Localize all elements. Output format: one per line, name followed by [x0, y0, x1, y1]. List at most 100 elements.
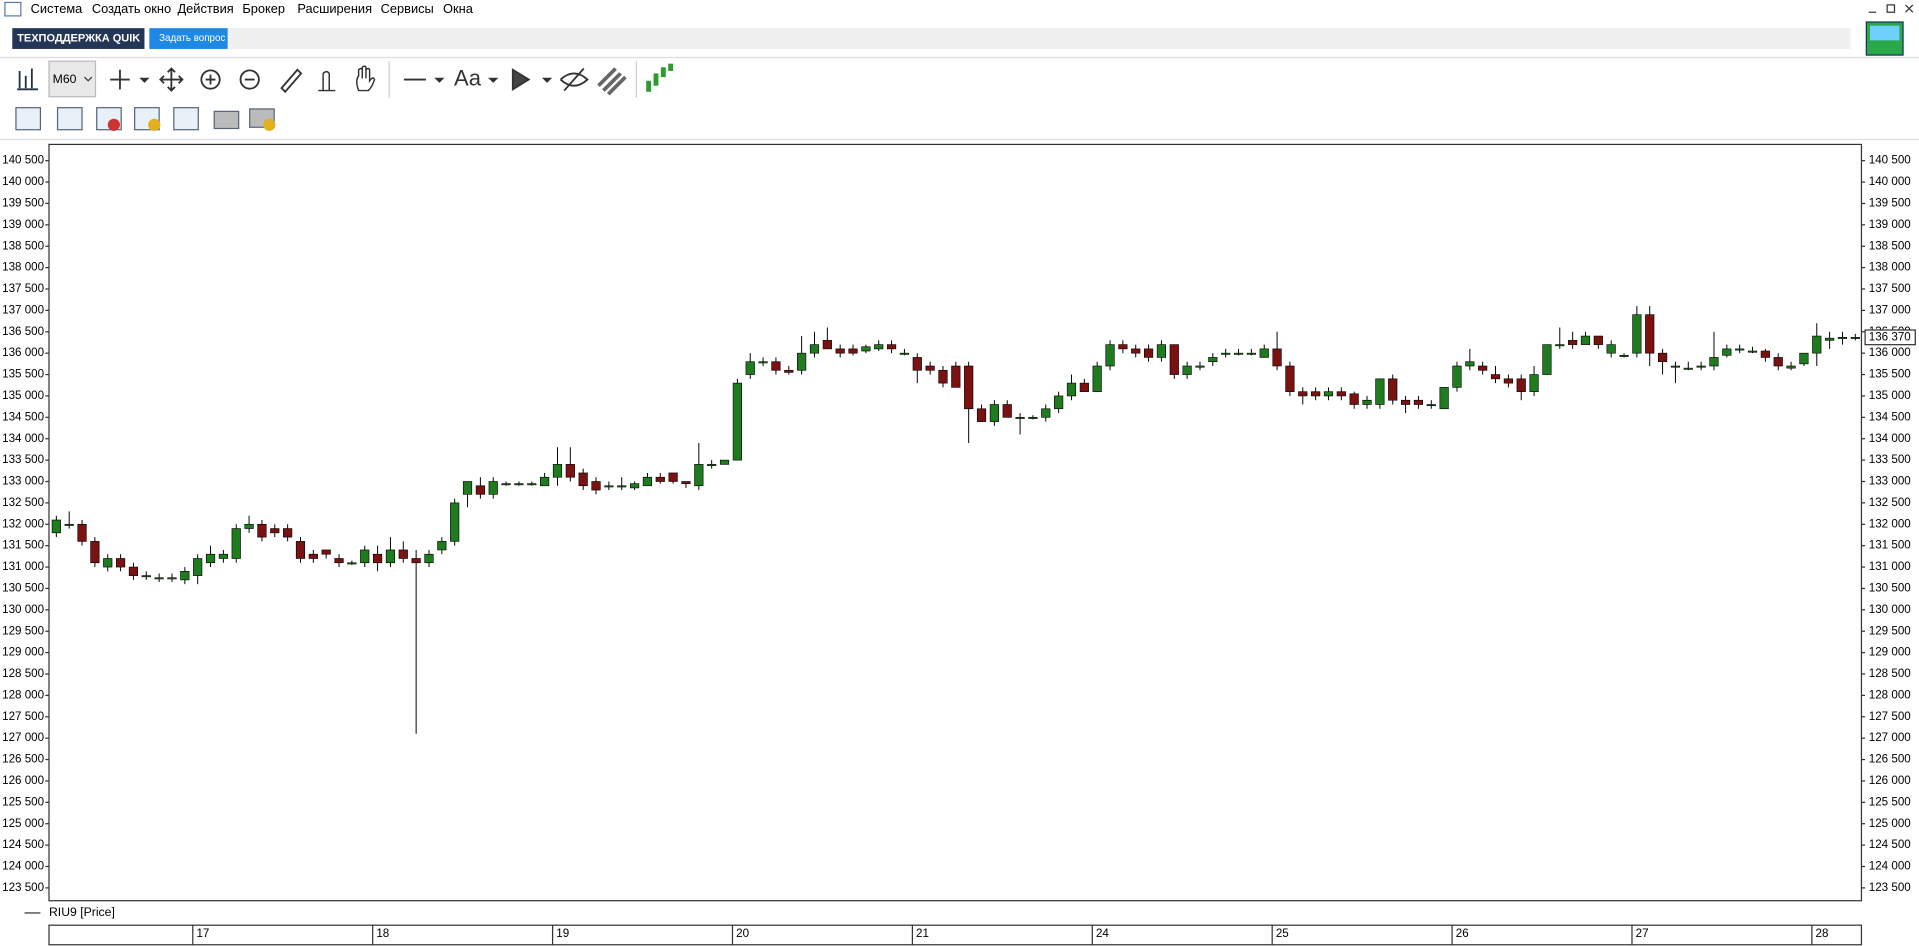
restore-button[interactable]	[1886, 4, 1896, 13]
table-icon[interactable]	[173, 107, 199, 131]
candle-body	[668, 472, 678, 482]
candle-body	[1709, 357, 1719, 367]
candle-body	[1850, 337, 1860, 339]
zoom-out-icon[interactable]	[239, 69, 260, 90]
hide-icon[interactable]	[559, 67, 589, 92]
candles-icon[interactable]	[646, 63, 674, 92]
candle-body	[629, 483, 640, 489]
y-tick-label: 140 000	[2, 175, 44, 188]
candle-body	[1041, 408, 1051, 418]
x-tick-label: 19	[556, 927, 569, 940]
candle-body	[1054, 395, 1064, 410]
chart-icon[interactable]	[17, 68, 38, 91]
y-tick-label: 130 500	[2, 582, 44, 595]
candle-body	[488, 481, 498, 495]
y-tick-label: 133 500	[1869, 453, 1911, 466]
x-tick-label: 25	[1276, 927, 1289, 940]
close-button[interactable]	[1905, 4, 1914, 13]
y-tick-label: 137 000	[2, 303, 44, 316]
last-price-box	[1864, 329, 1916, 346]
candle-body	[1606, 344, 1616, 354]
y-tick-label: 127 500	[2, 710, 44, 723]
menu-item[interactable]: Система	[31, 1, 84, 16]
candle-body	[1388, 378, 1398, 401]
candle-body	[642, 476, 653, 487]
candle-body	[360, 549, 370, 564]
candle-body	[1336, 391, 1346, 397]
y-tick-label: 130 000	[2, 603, 44, 616]
y-tick-label: 132 500	[1869, 496, 1911, 509]
ruler-icon[interactable]	[280, 68, 303, 94]
y-tick-label: 138 500	[2, 239, 44, 252]
candle-body	[372, 553, 383, 564]
candle-body	[1786, 365, 1796, 369]
table-icon[interactable]	[15, 107, 42, 131]
candle-body	[964, 365, 974, 410]
move-icon[interactable]	[159, 67, 184, 92]
candle-body	[822, 340, 832, 350]
candle-body	[244, 523, 254, 529]
x-tick-label: 24	[1096, 927, 1109, 940]
y-tick-label: 140 500	[2, 154, 44, 167]
candle-body	[1632, 314, 1642, 354]
menu-item[interactable]: Расширения	[297, 1, 372, 16]
candle-body	[1683, 367, 1693, 370]
candle-body	[450, 502, 460, 542]
candle-body	[1555, 344, 1565, 347]
menu-item[interactable]: Сервисы	[381, 1, 434, 16]
last-price-label: 136 370	[1869, 330, 1911, 343]
table-icon[interactable]	[56, 107, 83, 131]
zoom-in-icon[interactable]	[200, 69, 221, 90]
candle-body	[732, 382, 742, 461]
y-tick-label: 138 000	[1869, 261, 1911, 274]
candle-body	[617, 485, 627, 488]
candle-body	[681, 481, 691, 484]
support-label: ТЕХПОДДЕРЖКА QUIK	[17, 32, 140, 44]
candle-body	[424, 553, 434, 564]
candle-body	[591, 481, 601, 491]
candle-body	[1439, 387, 1449, 410]
y-tick-label: 125 000	[2, 817, 44, 830]
y-tick-label: 127 000	[1869, 731, 1911, 744]
interval-select[interactable]	[48, 60, 97, 98]
candle-body	[861, 346, 871, 352]
candle-body	[655, 476, 665, 482]
candle-body	[257, 523, 267, 538]
pointer-icon[interactable]	[318, 70, 336, 92]
candle-body	[1246, 352, 1256, 355]
candle-body	[1272, 348, 1282, 367]
logo-sky	[1870, 25, 1900, 41]
crosshair-icon[interactable]	[110, 69, 130, 90]
candle-body	[1143, 348, 1154, 358]
layers-icon[interactable]	[597, 67, 627, 96]
candle-body	[719, 459, 730, 465]
portfolio-icon[interactable]	[213, 110, 240, 130]
ask-button-label[interactable]: Задать вопрос	[159, 33, 225, 44]
candle-body	[989, 404, 999, 422]
y-tick-label: 134 000	[2, 432, 44, 445]
candle-body	[1478, 365, 1488, 371]
y-tick-label: 128 500	[2, 667, 44, 680]
candle-body	[540, 476, 550, 487]
candle-body	[1735, 348, 1745, 351]
menu-item[interactable]: Создать окно	[92, 1, 171, 16]
interval-label[interactable]: M60	[53, 72, 77, 86]
candle-body	[1208, 357, 1218, 363]
candle-body	[1311, 391, 1321, 397]
menu-item[interactable]: Брокер	[242, 1, 285, 16]
ask-button[interactable]	[149, 28, 228, 49]
text-tool-icon[interactable]: Aa	[454, 65, 482, 90]
candle-body	[1285, 365, 1295, 392]
candle-body	[1002, 404, 1012, 418]
candle-body	[308, 553, 318, 559]
candle-body	[141, 575, 151, 578]
y-tick-label: 129 500	[2, 624, 44, 637]
menu-item[interactable]: Окна	[443, 1, 474, 16]
hand-icon[interactable]	[356, 65, 376, 92]
marker-icon[interactable]	[511, 68, 531, 91]
menu-item[interactable]: Действия	[177, 1, 233, 16]
candle-body	[385, 549, 396, 564]
candle-body	[398, 549, 408, 559]
badge	[263, 118, 276, 131]
